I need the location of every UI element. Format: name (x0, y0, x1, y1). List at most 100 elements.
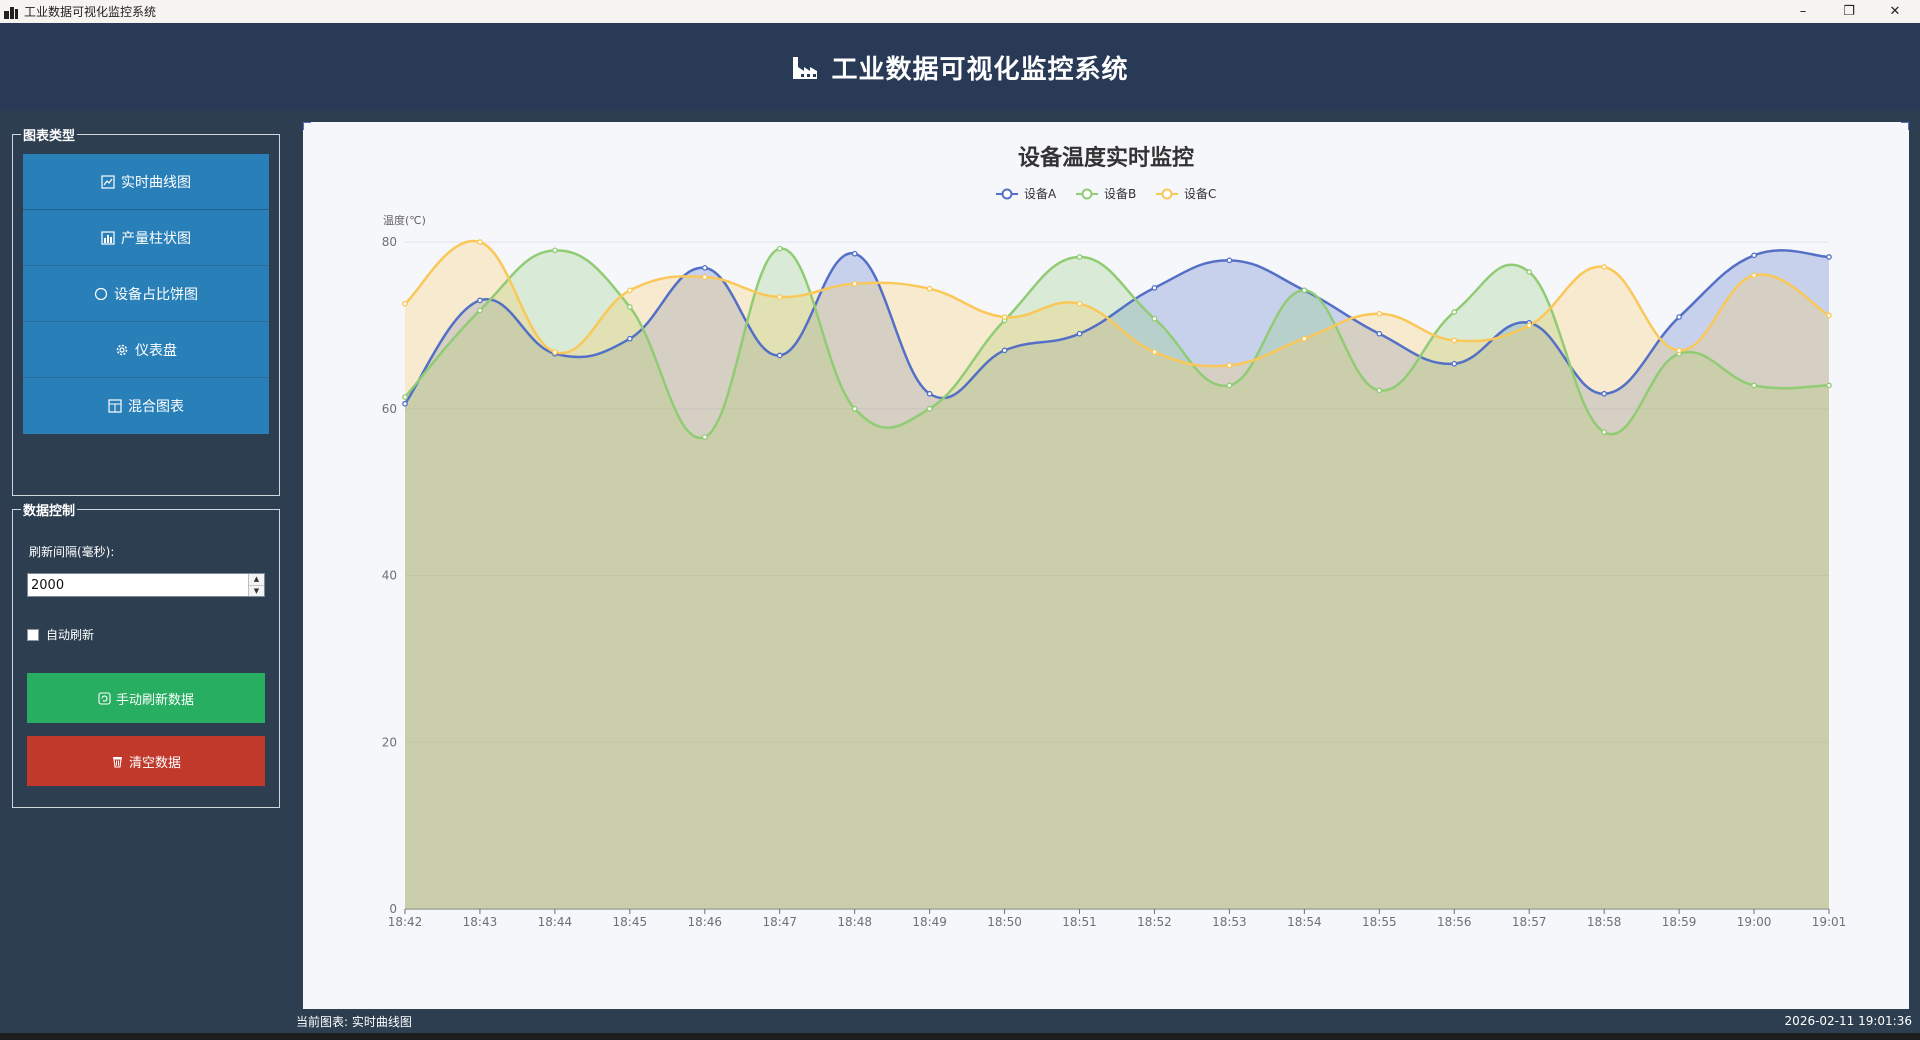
legend-marker-0 (1001, 188, 1013, 200)
series-2-point-7 (926, 285, 933, 292)
app-title: 工业数据可视化监控系统 (831, 54, 1129, 85)
chart-type-list: 实时曲线图 产量柱状图 设备占比饼图 仪表盘 混合图表 (23, 154, 269, 434)
chart-type-line[interactable]: 实时曲线图 (23, 154, 269, 210)
legend-item-0: 设备A (996, 187, 1057, 201)
x-tick-label-16: 18:58 (1587, 915, 1622, 929)
x-tick-label-7: 18:49 (912, 915, 947, 929)
interval-input[interactable] (28, 574, 248, 596)
taskbar-strip (0, 1033, 1920, 1040)
series-2-point-12 (1301, 335, 1308, 342)
x-tick-label-4: 18:46 (687, 915, 722, 929)
refresh-icon (98, 691, 111, 705)
series-area-2 (405, 240, 1829, 909)
series-1-point-13 (1376, 387, 1383, 394)
restore-button[interactable]: ❐ (1843, 4, 1855, 19)
series-1-point-0 (402, 394, 408, 400)
chart-type-mixed-label: 混合图表 (128, 399, 184, 415)
y-tick-label-20: 20 (382, 735, 397, 749)
chart-panel: 设备温度实时监控 温度(℃) 设备A 设备B 设备C 18:42 18:43 18:44… (303, 122, 1909, 1009)
series-1-point-19 (1826, 382, 1832, 389)
checkbox-box[interactable] (27, 628, 39, 641)
series-2-point-13 (1376, 310, 1383, 317)
series-2-point-0 (402, 300, 408, 307)
series-1-point-6 (851, 405, 858, 412)
x-tick-label-17: 18:59 (1662, 915, 1697, 929)
chart-type-pie-label: 设备占比饼图 (114, 286, 198, 303)
series-2-point-15 (1526, 322, 1533, 329)
auto-refresh-label: 自动刷新 (46, 628, 95, 642)
series-2-point-17 (1676, 347, 1682, 354)
series-0-point-6 (851, 250, 858, 257)
chart-type-line-label: 实时曲线图 (121, 174, 191, 191)
mixed-chart-icon (108, 399, 122, 413)
series-2-point-3 (626, 287, 633, 294)
y-tick-label-80: 80 (382, 235, 397, 249)
series-0-point-5 (776, 352, 783, 359)
legend-item-1: 设备B (1076, 187, 1136, 201)
series-0-point-10 (1151, 285, 1158, 291)
app-icon (4, 5, 18, 19)
app-header: 工业数据可视化监控系统 (0, 23, 1920, 111)
series-2-point-6 (851, 280, 858, 287)
x-axis-ticks: 18:42 18:43 18:44 18:45 18:46 18:47 18:48 18:49… (388, 909, 1847, 929)
chart-type-gauge[interactable]: 仪表盘 (23, 322, 269, 378)
status-datetime: 2026-02-11 19:01:36 (1784, 1014, 1912, 1028)
chart-title: 设备温度实时监控 (1018, 145, 1194, 171)
spin-up-button[interactable]: ▲ (249, 574, 264, 586)
chart-type-pie[interactable]: 设备占比饼图 (23, 266, 269, 322)
series-1-point-16 (1601, 429, 1608, 435)
line-chart-icon (101, 174, 115, 189)
series-2-point-14 (1451, 337, 1458, 344)
chart-type-bar[interactable]: 产量柱状图 (23, 210, 269, 266)
series-0-point-16 (1601, 390, 1608, 397)
close-button[interactable]: ✕ (1889, 4, 1901, 19)
series-area-0 (405, 250, 1829, 909)
bar-chart-icon (101, 230, 115, 245)
series-0-point-11 (1226, 257, 1233, 264)
data-control-group: 数据控制 (12, 500, 280, 808)
x-tick-label-3: 18:45 (613, 915, 648, 929)
chart-type-group: 图表类型 (12, 125, 280, 496)
series-0-point-1 (477, 297, 483, 304)
window-title: 工业数据可视化监控系统 (24, 5, 157, 19)
factory-icon (793, 57, 818, 79)
spin-down-button[interactable]: ▼ (249, 585, 264, 596)
series-2-point-19 (1826, 312, 1832, 319)
legend-marker-1 (1081, 188, 1093, 200)
series-0-point-4 (701, 264, 708, 271)
series-0-point-8 (1001, 347, 1008, 354)
series-1-point-5 (776, 245, 783, 252)
series-2-point-5 (776, 294, 783, 300)
series-0-point-9 (1076, 330, 1083, 337)
x-tick-label-19: 19:01 (1812, 915, 1847, 929)
chart-type-gauge-label: 仪表盘 (135, 342, 177, 359)
manual-refresh-button[interactable]: 手动刷新数据 (27, 673, 265, 723)
series-0-point-14 (1451, 360, 1458, 367)
interval-label: 刷新间隔(毫秒): (29, 545, 115, 559)
chart-type-mixed[interactable]: 混合图表 (23, 378, 269, 434)
minimize-button[interactable]: – (1799, 4, 1807, 19)
series-1-point-4 (701, 434, 708, 440)
auto-refresh-checkbox[interactable]: 自动刷新 (27, 626, 94, 643)
series-1-point-10 (1151, 315, 1158, 322)
chart-type-group-title: 图表类型 (23, 129, 76, 144)
y-axis-label: 温度(℃) (383, 213, 426, 227)
clear-data-button[interactable]: 清空数据 (27, 736, 265, 786)
series-0-point-7 (926, 390, 933, 397)
status-current-chart: 当前图表: 实时曲线图 (296, 1014, 412, 1029)
chart-type-bar-label: 产量柱状图 (121, 230, 191, 247)
series-1-point-2 (552, 247, 558, 254)
series-2-point-9 (1076, 300, 1083, 307)
x-tick-label-18: 19:00 (1737, 915, 1772, 929)
interval-spinbox: ▲ ▼ (27, 573, 265, 597)
chart-grid (405, 241, 1829, 910)
x-tick-label-15: 18:57 (1512, 915, 1547, 929)
series-1-point-3 (626, 304, 633, 310)
manual-refresh-label: 手动刷新数据 (115, 692, 194, 708)
y-axis-ticks: 0 20 40 60 80 (382, 235, 397, 916)
series-0-point-0 (402, 400, 408, 407)
series-1-point-15 (1526, 269, 1533, 275)
series-1-point-12 (1301, 287, 1308, 294)
x-tick-label-5: 18:47 (762, 915, 797, 929)
x-tick-label-14: 18:56 (1437, 915, 1472, 929)
